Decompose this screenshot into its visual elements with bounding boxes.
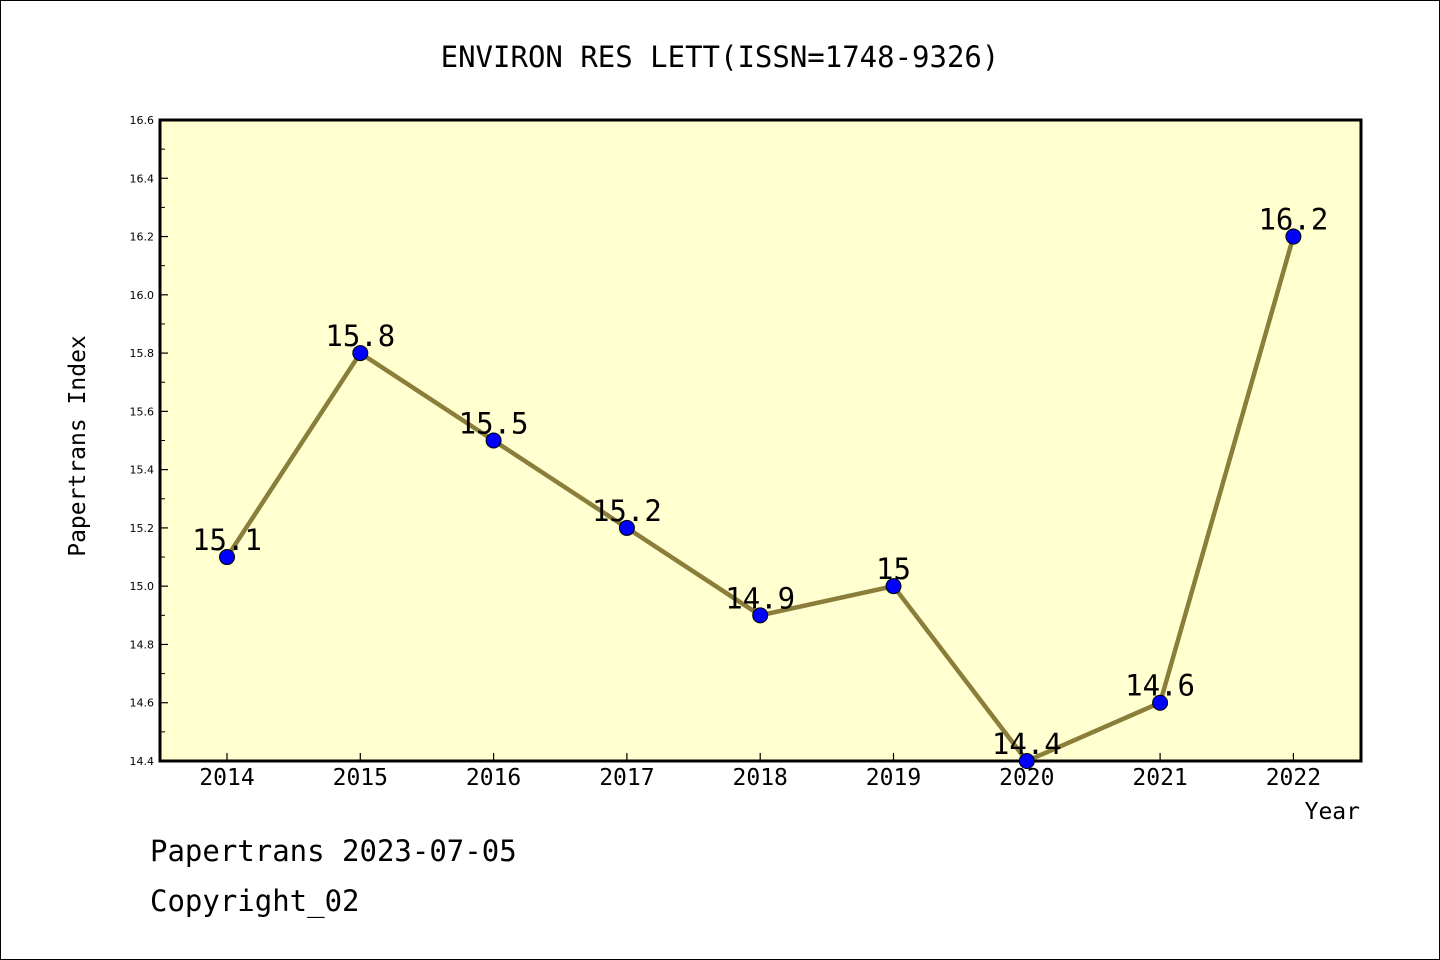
y-tick-label: 16.2: [130, 231, 155, 244]
footer-copyright: Copyright_02: [150, 884, 360, 918]
data-point: [885, 578, 902, 595]
y-tick-label: 14.8: [130, 638, 155, 651]
x-tick-label: 2016: [466, 765, 521, 791]
y-tick-label: 14.4: [130, 755, 155, 768]
data-label: 15.8: [325, 319, 395, 353]
plot-area: [158, 118, 1363, 763]
y-tick-label: 16.0: [130, 289, 155, 302]
y-tick-label: 16.6: [130, 114, 155, 127]
data-label: 15.5: [459, 407, 529, 441]
y-tick-label: 15.0: [130, 580, 155, 593]
y-tick-label: 16.4: [130, 172, 155, 185]
data-label: 15.2: [592, 494, 662, 528]
data-label: 15: [876, 552, 911, 586]
data-point: [1285, 228, 1302, 245]
x-tick-label: 2020: [999, 765, 1054, 791]
series-group: [219, 228, 1302, 769]
data-point: [1152, 694, 1169, 711]
data-point: [752, 607, 769, 624]
data-point: [352, 345, 369, 362]
x-tick-label: 2017: [599, 765, 654, 791]
data-point: [618, 519, 635, 536]
y-tick-label: 15.4: [130, 464, 155, 477]
x-axis-label: Year: [1305, 799, 1360, 825]
data-point: [1018, 753, 1035, 769]
x-tick-label: 2018: [733, 765, 788, 791]
footer-date: Papertrans 2023-07-05: [150, 834, 517, 868]
data-point: [219, 549, 235, 566]
data-label: 14.9: [725, 581, 795, 615]
y-axis-ticks: 14.4 14.6 14.8 15.0 15.2 15.4 15.6 15.8 16.0 16.2…: [130, 114, 168, 768]
x-tick-label: 2021: [1132, 765, 1187, 791]
x-axis-ticks: 2014 2015 2016 2017 2018 2019 2020 2021 2022: [199, 753, 1321, 791]
data-label: 15.1: [192, 523, 262, 557]
y-tick-label: 15.8: [130, 347, 155, 360]
x-tick-label: 2014: [199, 765, 254, 791]
x-tick-label: 2022: [1266, 765, 1321, 791]
x-tick-label: 2015: [333, 765, 388, 791]
x-tick-label: 2019: [866, 765, 921, 791]
y-axis-label: Papertrans Index: [65, 335, 91, 557]
y-tick-label: 14.6: [130, 697, 155, 710]
y-tick-label: 15.6: [130, 405, 155, 418]
y-tick-label: 15.2: [130, 522, 155, 535]
data-label: 16.2: [1258, 203, 1328, 237]
data-point: [485, 432, 502, 449]
data-labels: 15.1 15.8 15.5 15.2 14.9 15 14.4 14.6 16.2: [192, 203, 1328, 761]
data-label: 14.4: [992, 727, 1062, 761]
chart-title: ENVIRON RES LETT(ISSN=1748-9326): [441, 40, 1000, 74]
data-label: 14.6: [1125, 669, 1195, 703]
